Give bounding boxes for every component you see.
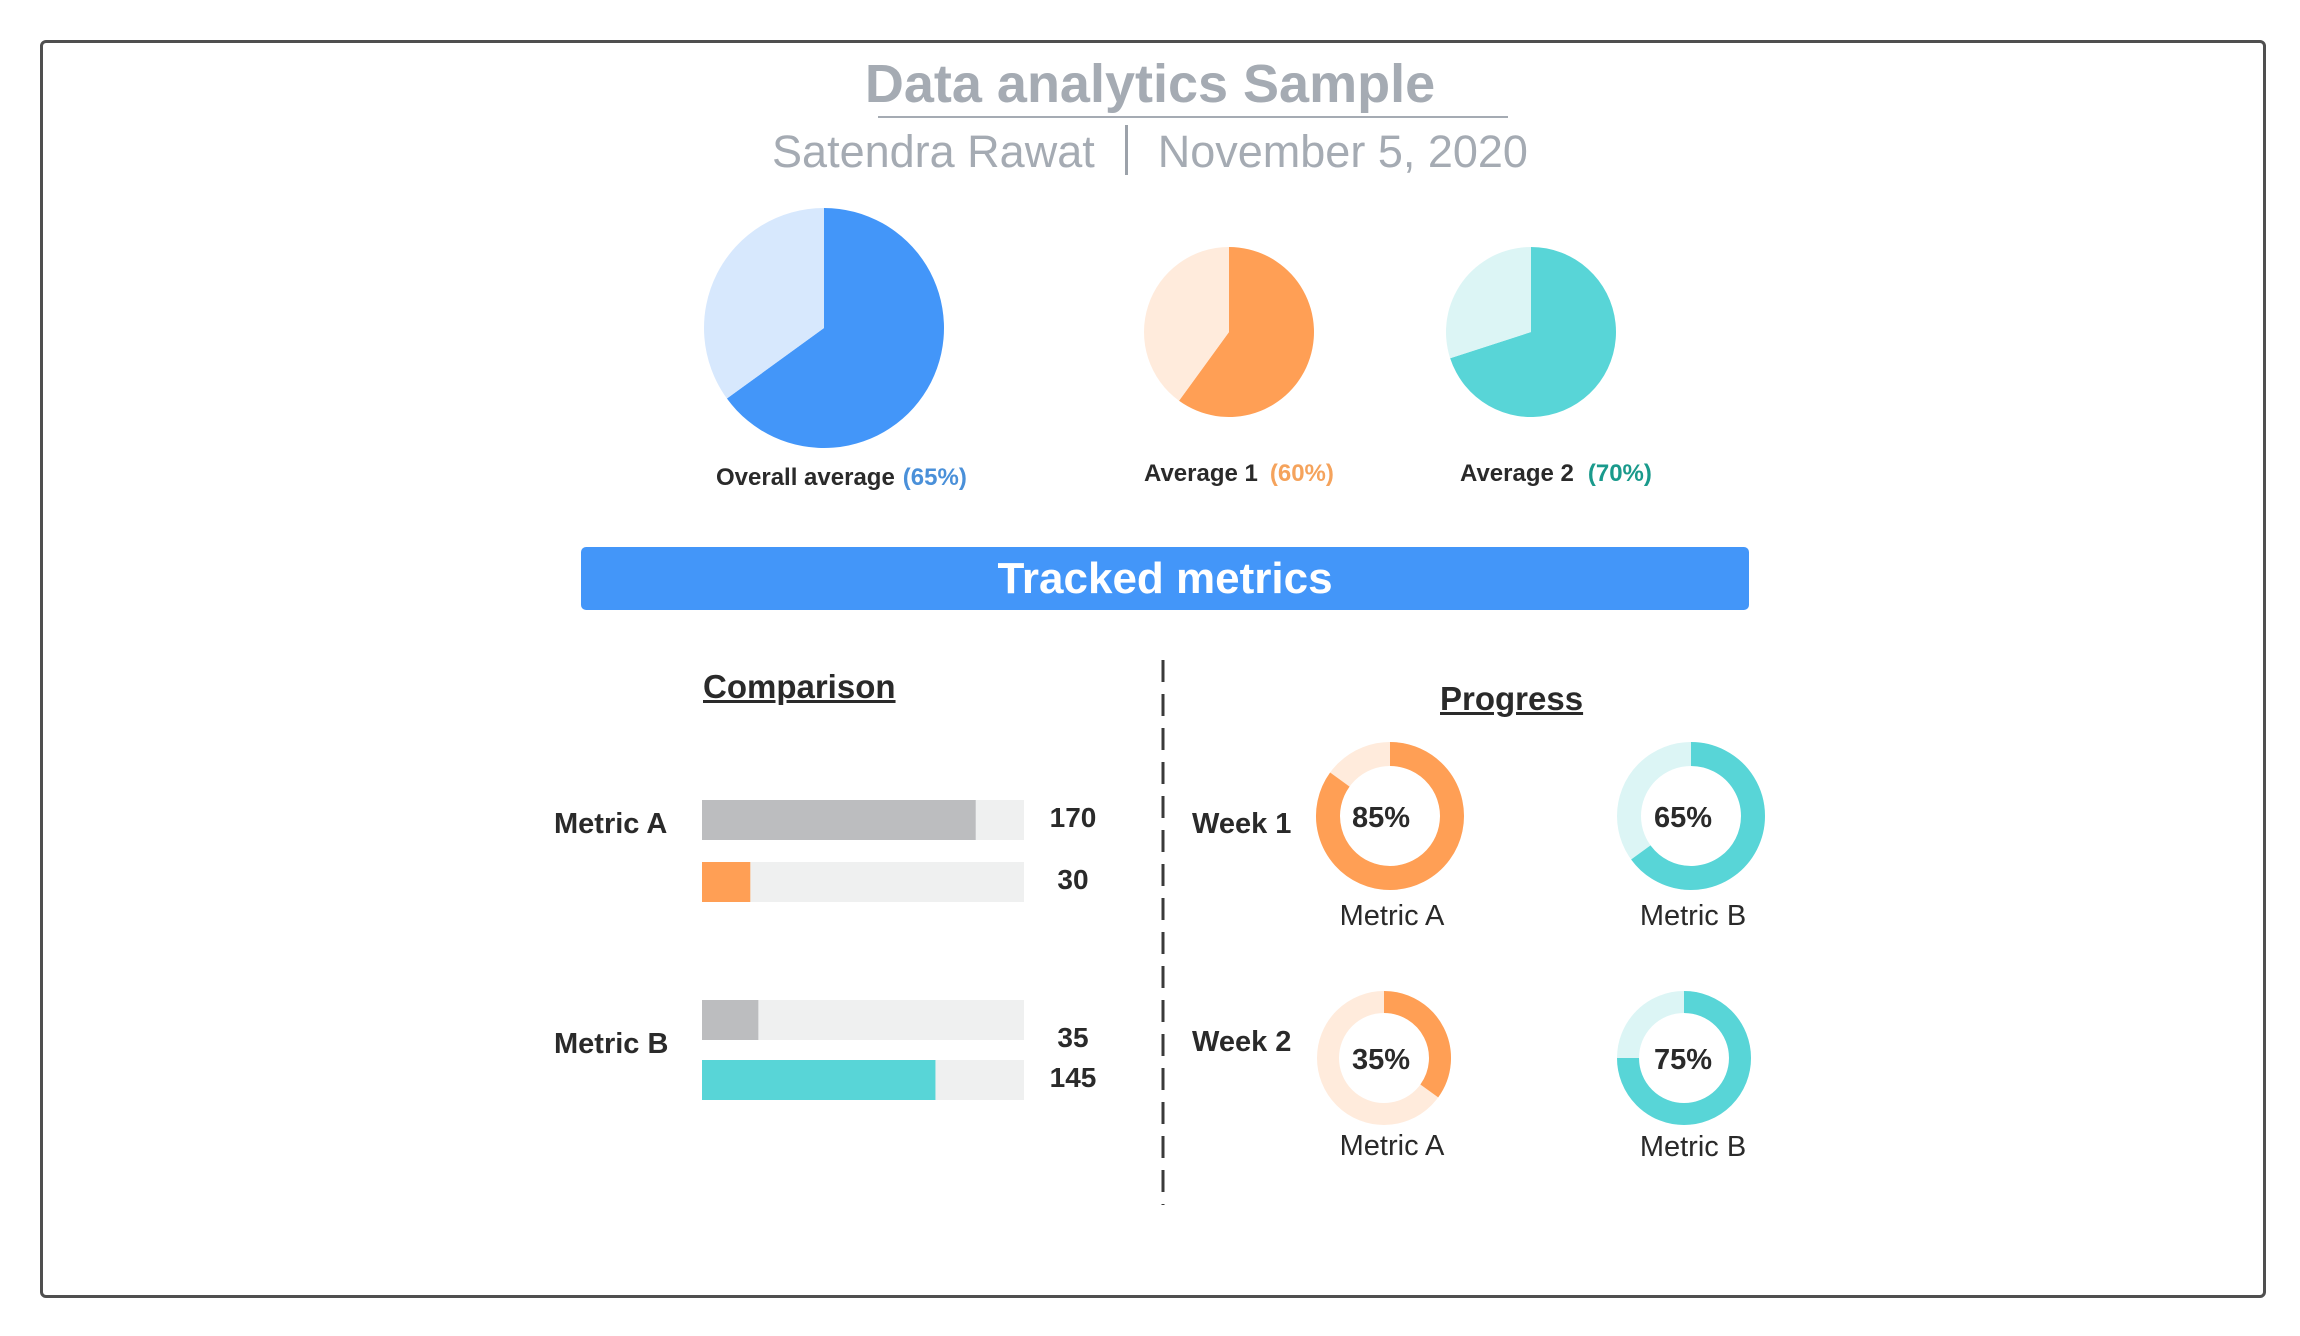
- donut-label-week2-metric-a: Metric A: [1339, 1130, 1445, 1162]
- donut-arc-week2-1: [1383, 991, 1451, 1098]
- pie-label-average-1-text: Average 1: [1144, 460, 1258, 487]
- overall-pie-slice-2: [704, 208, 824, 399]
- progress-row-label-week-1: Week 1: [1192, 808, 1292, 840]
- avg1-pie-slice-1: [1179, 247, 1314, 417]
- comparison-heading: Comparison: [703, 668, 896, 705]
- avg2-pie-slice-2: [1446, 247, 1531, 359]
- donut-arc-week1-1: [1316, 742, 1464, 890]
- title-underline: [878, 116, 1508, 118]
- overall-pie-slice-1: [726, 208, 944, 448]
- comparison-row-label-metric-a: Metric A: [554, 808, 668, 840]
- progress-heading: Progress: [1440, 680, 1584, 717]
- bar-group2-2: [702, 1060, 936, 1100]
- pie-label-overall-percent: (65%): [902, 464, 967, 491]
- progress-row-label-week-2: Week 2: [1192, 1026, 1292, 1058]
- donut-percent-week1-metric-b: 65%: [1653, 802, 1713, 834]
- pie-label-average-1: Average 1 (60%): [1144, 460, 1334, 488]
- pie-label-average-1-percent: (60%): [1269, 460, 1334, 487]
- donut-arc-week2-2: [1617, 991, 1751, 1125]
- donut-percent-week2-metric-b: 75%: [1653, 1044, 1713, 1076]
- pie-chart-overall-average: [704, 208, 944, 448]
- pie-chart-average-2: [1446, 247, 1616, 417]
- donut-label-week1-metric-a: Metric A: [1339, 900, 1445, 932]
- bar-value-metric-a-2: 30: [1057, 864, 1089, 895]
- bar-value-metric-b-1: 35: [1057, 1022, 1089, 1053]
- bar-group1-2: [702, 862, 751, 902]
- progress-donut-charts: [1316, 742, 1765, 1125]
- byline-separator: [1124, 125, 1128, 175]
- donut-label-week1-metric-b: Metric B: [1639, 900, 1747, 932]
- avg1-pie-slice-2: [1144, 247, 1229, 401]
- pie-label-average-2-text: Average 2: [1460, 460, 1574, 487]
- donut-label-week2-metric-b: Metric B: [1639, 1131, 1747, 1163]
- bar-value-metric-a-1: 170: [1049, 802, 1097, 833]
- donut-percent-week2-metric-a: 35%: [1351, 1044, 1411, 1076]
- pie-label-overall-text: Overall average: [716, 464, 895, 491]
- bar-group2-1: [702, 1000, 759, 1040]
- page-title: Data analytics Sample: [864, 54, 1436, 114]
- bar-group1-1: [702, 800, 976, 840]
- comparison-row-label-metric-b: Metric B: [554, 1028, 669, 1060]
- donut-arc-week1-2: [1631, 742, 1765, 890]
- author-name: Satendra Rawat: [772, 126, 1095, 177]
- avg2-pie-slice-1: [1450, 247, 1616, 417]
- byline: Satendra Rawat November 5, 2020: [0, 124, 2300, 180]
- pie-chart-average-1: [1144, 247, 1314, 417]
- tracked-metrics-banner: Tracked metrics: [581, 547, 1749, 610]
- bar-track-group1-2: [702, 862, 1024, 902]
- bar-value-metric-b-2: 145: [1049, 1062, 1097, 1093]
- report-date: November 5, 2020: [1157, 126, 1528, 177]
- pie-label-overall: Overall average (65%): [716, 464, 967, 492]
- pie-label-average-2-percent: (70%): [1587, 460, 1652, 487]
- dashboard-frame: [40, 40, 2266, 1298]
- donut-percent-week1-metric-a: 85%: [1351, 802, 1411, 834]
- comparison-bar-chart: [702, 800, 1024, 1100]
- pie-label-average-2: Average 2 (70%): [1460, 460, 1652, 488]
